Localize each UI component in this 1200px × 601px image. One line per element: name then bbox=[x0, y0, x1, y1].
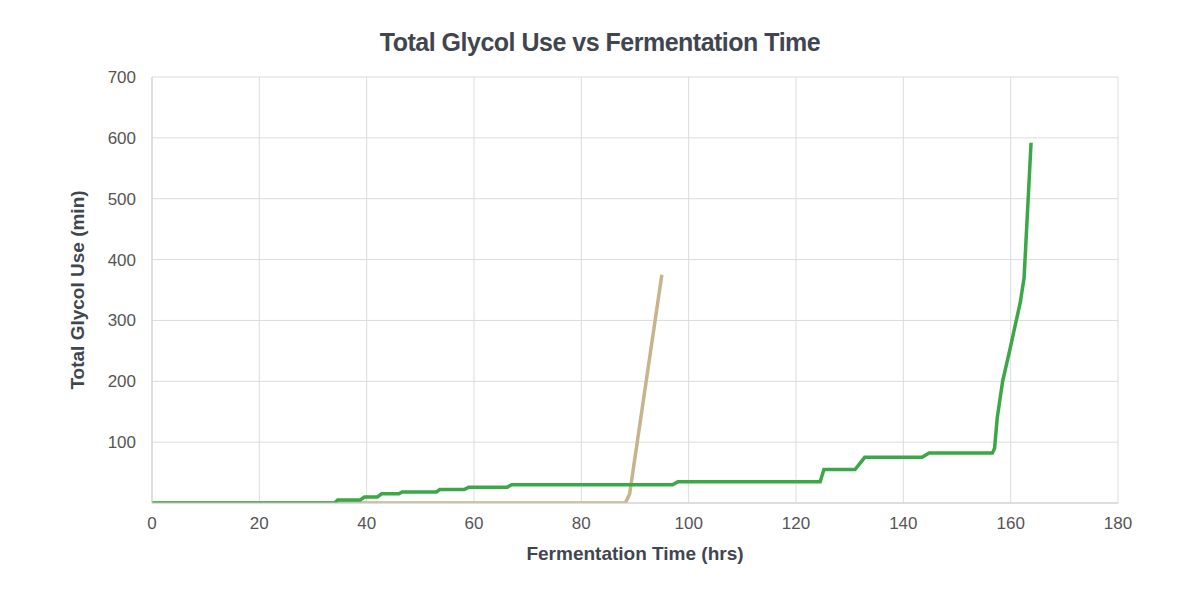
svg-text:400: 400 bbox=[108, 251, 136, 270]
svg-text:0: 0 bbox=[147, 514, 156, 533]
svg-text:600: 600 bbox=[108, 129, 136, 148]
svg-text:180: 180 bbox=[1104, 514, 1132, 533]
svg-text:160: 160 bbox=[996, 514, 1024, 533]
svg-text:500: 500 bbox=[108, 190, 136, 209]
svg-text:300: 300 bbox=[108, 311, 136, 330]
svg-text:100: 100 bbox=[108, 433, 136, 452]
svg-text:100: 100 bbox=[674, 514, 702, 533]
html-text:Fermentation Time (hrs): Fermentation Time (hrs) bbox=[526, 543, 744, 564]
svg-text:20: 20 bbox=[250, 514, 269, 533]
svg-text:200: 200 bbox=[108, 372, 136, 391]
svg-text:60: 60 bbox=[465, 514, 484, 533]
svg-text:140: 140 bbox=[889, 514, 917, 533]
svg-text:80: 80 bbox=[572, 514, 591, 533]
svg-text:120: 120 bbox=[782, 514, 810, 533]
html-text:Total Glycol Use vs Fermentati: Total Glycol Use vs Fermentation Time bbox=[379, 28, 821, 56]
html-text:Total Glycol Use (min): Total Glycol Use (min) bbox=[67, 190, 88, 390]
svg-text:700: 700 bbox=[108, 68, 136, 87]
svg-text:40: 40 bbox=[357, 514, 376, 533]
